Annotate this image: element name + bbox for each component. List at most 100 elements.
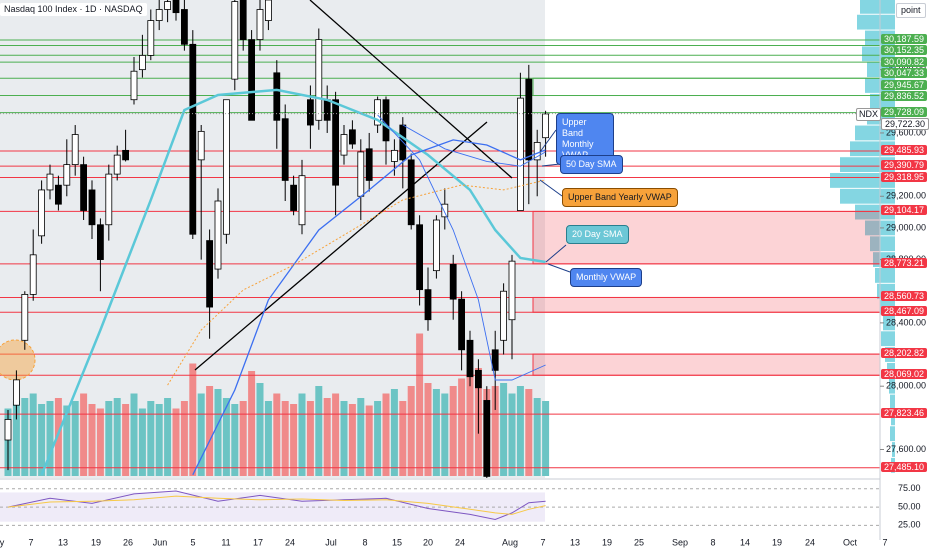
candle-body <box>197 130 205 161</box>
volume-bar <box>273 393 281 476</box>
candle-body <box>424 289 432 321</box>
volume-bar <box>172 408 180 476</box>
candle-body <box>46 173 54 191</box>
x-tick-label: 20 <box>423 537 433 547</box>
volume-bar <box>424 383 432 476</box>
volume-bar <box>416 333 424 476</box>
x-tick-label: Aug <box>502 537 518 547</box>
level-label: 29,728.09 <box>881 106 928 117</box>
x-tick-label: 19 <box>602 537 612 547</box>
volume-bar <box>281 401 289 476</box>
volume-bar <box>138 408 146 476</box>
candle-body <box>4 419 12 441</box>
x-tick-label: 19 <box>91 537 101 547</box>
volume-profile-bar <box>870 236 895 252</box>
volume-bar <box>432 389 440 476</box>
volume-bar <box>399 401 407 476</box>
level-label: 28,560.73 <box>881 291 928 302</box>
candle-body <box>474 369 482 389</box>
volume-bar <box>113 398 121 476</box>
volume-bar <box>323 398 331 476</box>
volume-bar <box>206 386 214 476</box>
volume-bar <box>155 404 163 476</box>
candle-body <box>290 184 298 211</box>
candle-body <box>332 99 340 186</box>
volume-bar <box>491 386 499 476</box>
volume-bar <box>365 405 373 476</box>
volume-profile-bar <box>892 442 895 457</box>
volume-bar <box>256 383 264 476</box>
volume-bar <box>315 386 323 476</box>
candle-body <box>306 99 314 126</box>
volume-bar <box>533 398 541 476</box>
x-tick-label: 19 <box>772 537 782 547</box>
level-label: 29,104.17 <box>881 205 928 216</box>
level-label: 28,773.21 <box>881 257 928 268</box>
volume-bar <box>525 389 533 476</box>
x-tick-label: 5 <box>190 537 195 547</box>
trend-line <box>309 0 513 179</box>
scale-button[interactable]: point <box>896 3 926 18</box>
level-label: 27,485.10 <box>881 461 928 472</box>
candle-body <box>122 149 129 161</box>
callout: 20 Day SMA <box>566 225 629 244</box>
y-tick-label: 75.00 <box>898 483 921 493</box>
candle-body <box>483 400 491 477</box>
volume-bar <box>130 393 138 476</box>
x-tick-label: Sep <box>672 537 688 547</box>
level-label: 29,390.79 <box>881 160 928 171</box>
candle-body <box>542 113 549 139</box>
volume-bar <box>542 401 550 476</box>
volume-bar <box>382 393 390 476</box>
candle-body <box>525 78 533 161</box>
candle-body <box>21 293 29 341</box>
volume-bar <box>500 383 508 476</box>
candle-body <box>189 43 197 235</box>
level-label: 29,836.52 <box>881 91 928 102</box>
candle-body <box>180 9 188 45</box>
volume-profile-bar <box>881 331 895 347</box>
rsi-line <box>7 490 546 521</box>
callout-pointer <box>547 263 571 273</box>
volume-bar <box>290 404 298 476</box>
volume-bar <box>508 393 516 476</box>
candle-body <box>231 1 239 80</box>
last-price-name: NDX <box>856 107 882 121</box>
y-tick-label: 29,000.00 <box>886 222 926 232</box>
indicator-line <box>377 114 546 381</box>
x-tick-label: 13 <box>58 537 68 547</box>
candle-body <box>281 118 289 181</box>
callout-pointer <box>539 179 563 197</box>
zone <box>532 296 881 313</box>
candle-body <box>138 54 146 71</box>
volume-profile-bar <box>830 173 895 188</box>
volume-bar <box>222 398 230 476</box>
candle-body <box>105 173 113 226</box>
candle-body <box>80 164 87 211</box>
level-label: 28,069.02 <box>881 369 928 380</box>
callout-pointer <box>539 129 557 153</box>
callout: Upper Band Yearly VWAP <box>562 188 678 207</box>
y-tick-label: 50.00 <box>898 501 921 511</box>
x-tick-label: 8 <box>362 537 367 547</box>
volume-bar <box>298 393 306 476</box>
level-label: 28,467.09 <box>881 306 928 317</box>
volume-bar <box>80 393 88 476</box>
level-label: 30,187.59 <box>881 33 928 44</box>
y-tick-label: 29,600.00 <box>886 127 926 137</box>
level-label: 29,485.93 <box>881 145 928 155</box>
y-tick-label: 28,400.00 <box>886 317 926 327</box>
candle-body <box>273 72 281 121</box>
candle-body <box>147 20 155 56</box>
volume-bar <box>29 393 37 476</box>
candle-body <box>374 99 382 126</box>
candle-body <box>298 175 306 226</box>
volume-bar <box>466 371 474 476</box>
x-tick-label: 24 <box>455 537 465 547</box>
x-tick-label: 8 <box>710 537 715 547</box>
volume-bar <box>357 398 365 476</box>
volume-bar <box>147 401 155 476</box>
rsi-line <box>7 495 546 515</box>
volume-bar <box>306 401 314 476</box>
